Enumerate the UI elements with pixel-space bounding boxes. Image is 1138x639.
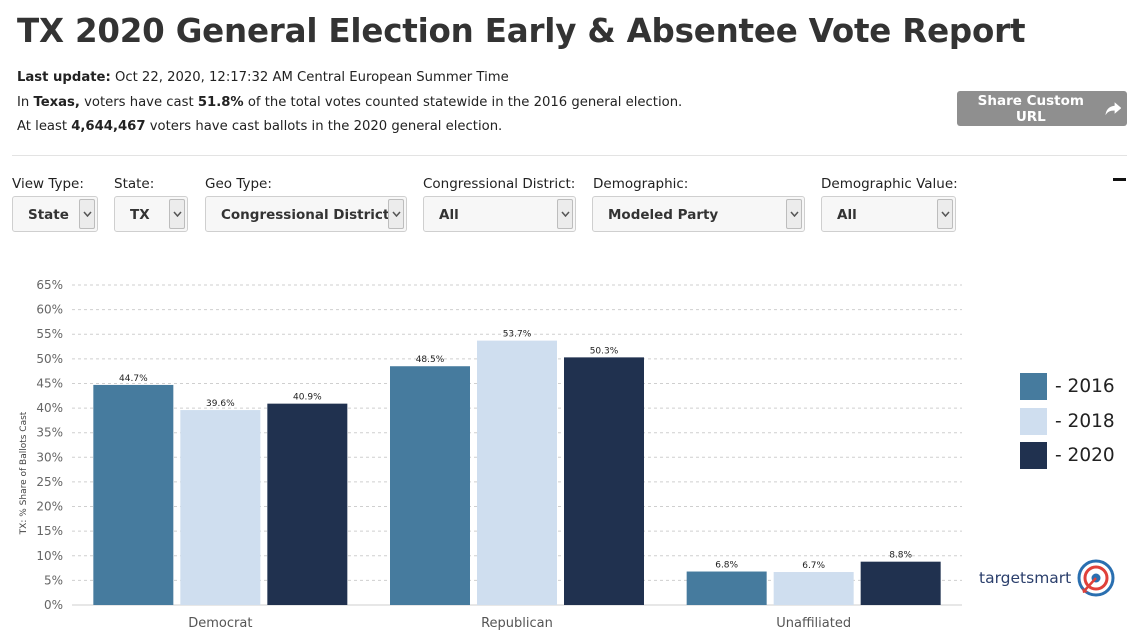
y-axis: 0% 5% 10% 15% 20% 25% 30% 35% 40% 45% 50% 55% 60% 65% [36,278,63,612]
chevron-down-icon [388,199,404,229]
y-tick-label: 55% [36,327,63,341]
y-axis-title: TX: % Share of Ballots Cast [19,411,29,535]
congressional-district-value: All [439,207,459,223]
bar-data-label: 53.7% [503,330,532,340]
y-tick-label: 0% [44,598,63,612]
chevron-down-icon [79,199,95,229]
y-tick-label: 5% [44,573,63,587]
bar-data-label: 40.9% [293,393,322,403]
legend-label: - 2018 [1055,410,1115,432]
geo-type-select[interactable]: Congressional District [205,196,407,232]
y-tick-label: 45% [36,376,63,390]
bar-democrat-3 [267,403,348,605]
share-custom-url-button[interactable]: Share Custom URL [957,91,1127,126]
logo-text: targetsmart [979,569,1072,587]
view-type-label: View Type: [12,176,84,192]
geo-type-label: Geo Type: [205,176,272,192]
legend-swatch [1020,372,1047,400]
x-tick-label: Democrat [188,616,252,631]
legend-item-2020: - 2020 [1020,441,1115,469]
legend-item-2018: - 2018 [1020,407,1115,435]
header-divider [12,155,1127,156]
demographic-label: Demographic: [593,176,689,192]
chevron-down-icon [786,199,802,229]
y-tick-label: 50% [36,352,63,366]
bar-data-label: 8.8% [889,551,912,561]
text-fragment: voters have cast ballots in the 2020 gen… [145,119,503,134]
text-fragment: In [17,95,34,110]
state-select[interactable]: TX [114,196,188,232]
text-fragment: of the total votes counted statewide in … [243,95,683,110]
legend-swatch [1020,407,1047,435]
text-fragment: At least [17,119,72,134]
geo-type-value: Congressional District [221,207,390,223]
bar-democrat-2 [180,410,261,605]
legend-swatch [1020,441,1047,469]
x-tick-label: Republican [481,616,553,631]
bar-chart: 0% 5% 10% 15% 20% 25% 30% 35% 40% 45% 50% 55% 60% 65%… [19,278,962,631]
demographic-value-value: All [837,207,857,223]
legend-item-2016: - 2016 [1020,372,1115,400]
chart-bars: 44.7% 39.6% 40.9% 48.5% 53.7% 50.3% 6.8% 6.7% 8.… [93,330,941,605]
share-percent: 51.8% [197,95,244,110]
state-label: State: [114,176,155,192]
bar-republican-3 [564,357,644,605]
demographic-value-select[interactable]: All [821,196,956,232]
legend-label: - 2020 [1055,444,1115,466]
bar-unaffiliated-3 [860,561,941,605]
bar-data-label: 44.7% [119,374,148,384]
text-fragment: voters have cast [79,95,198,110]
last-update-value: Oct 22, 2020, 12:17:32 AM Central Europe… [110,70,509,85]
share-arrow-icon [1105,101,1121,115]
chevron-down-icon [169,199,185,229]
last-update-line: Last update: Oct 22, 2020, 12:17:32 AM C… [17,70,509,85]
voters-count-line: At least 4,644,467 voters have cast ball… [17,119,502,134]
congressional-district-label: Congressional District: [423,176,576,192]
bar-data-label: 50.3% [590,346,619,356]
bar-unaffiliated-2 [773,572,854,605]
congressional-district-select[interactable]: All [423,196,576,232]
collapse-filters-icon[interactable] [1113,178,1126,181]
bar-republican-1 [390,366,470,605]
y-tick-label: 35% [36,426,63,440]
bar-republican-2 [477,340,557,605]
y-tick-label: 15% [36,524,63,538]
voter-count: 4,644,467 [71,119,146,134]
bar-democrat-1 [93,384,174,605]
bar-data-label: 6.7% [802,561,825,571]
y-tick-label: 60% [36,303,63,317]
target-icon [1077,559,1115,597]
demographic-value-label: Demographic Value: [821,176,958,192]
chevron-down-icon [557,199,573,229]
targetsmart-logo: targetsmart [979,557,1119,599]
state-name: Texas, [33,95,80,110]
bar-data-label: 39.6% [206,399,235,409]
x-tick-label: Unaffiliated [776,616,851,631]
bar-data-label: 6.8% [715,561,738,571]
y-tick-label: 40% [36,401,63,415]
view-type-value: State [28,207,69,223]
y-tick-label: 20% [36,500,63,514]
view-type-select[interactable]: State [12,196,98,232]
share-button-label: Share Custom URL [977,92,1084,125]
y-tick-label: 65% [36,278,63,292]
y-tick-label: 10% [36,549,63,563]
x-axis: Democrat Republican Unaffiliated [188,616,851,631]
page-title: TX 2020 General Election Early & Absente… [17,12,1026,50]
state-value: TX [130,207,150,223]
votes-cast-share-line: In Texas, voters have cast 51.8% of the … [17,95,682,110]
chevron-down-icon [937,199,953,229]
legend-label: - 2016 [1055,375,1115,397]
bar-unaffiliated-1 [686,571,767,605]
demographic-select[interactable]: Modeled Party [592,196,805,232]
bar-data-label: 48.5% [416,355,445,365]
y-tick-label: 30% [36,450,63,464]
last-update-label: Last update: [17,70,111,85]
y-tick-label: 25% [36,475,63,489]
demographic-value: Modeled Party [608,207,719,223]
